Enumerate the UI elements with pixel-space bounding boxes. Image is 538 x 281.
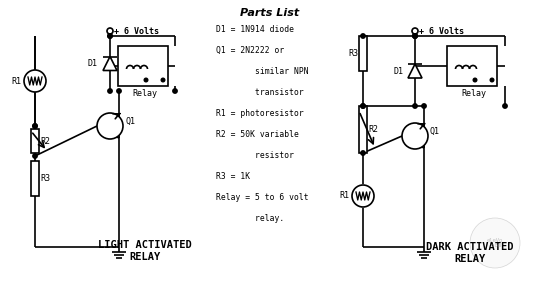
- Circle shape: [117, 89, 121, 93]
- Text: R1: R1: [11, 76, 21, 85]
- Circle shape: [173, 89, 177, 93]
- Circle shape: [361, 34, 365, 38]
- Text: LIGHT ACTIVATED
RELAY: LIGHT ACTIVATED RELAY: [98, 240, 192, 262]
- Text: Q1: Q1: [125, 117, 135, 126]
- Circle shape: [352, 185, 374, 207]
- Text: R2: R2: [40, 137, 50, 146]
- Circle shape: [33, 124, 37, 128]
- Circle shape: [107, 28, 113, 34]
- Text: Q1: Q1: [430, 126, 440, 135]
- Text: Q1 = 2N2222 or: Q1 = 2N2222 or: [216, 46, 284, 55]
- Text: R2 = 50K variable: R2 = 50K variable: [216, 130, 299, 139]
- Circle shape: [108, 34, 112, 38]
- Circle shape: [97, 113, 123, 139]
- Circle shape: [361, 151, 365, 155]
- Circle shape: [412, 28, 418, 34]
- Circle shape: [361, 104, 365, 108]
- Circle shape: [413, 34, 417, 38]
- Text: relay.: relay.: [216, 214, 284, 223]
- Text: Parts List: Parts List: [240, 8, 300, 18]
- Text: resistor: resistor: [216, 151, 294, 160]
- Text: Relay = 5 to 6 volt: Relay = 5 to 6 volt: [216, 193, 309, 202]
- Circle shape: [33, 124, 37, 128]
- Text: transistor: transistor: [216, 88, 304, 97]
- Text: eleVo
.com: eleVo .com: [487, 238, 503, 248]
- Polygon shape: [103, 56, 117, 71]
- Bar: [31, 129, 39, 153]
- Circle shape: [503, 104, 507, 108]
- Text: R3: R3: [40, 174, 50, 183]
- Text: R2: R2: [368, 125, 378, 134]
- Text: D1 = 1N914 diode: D1 = 1N914 diode: [216, 25, 294, 34]
- Bar: [118, 46, 168, 86]
- Bar: [447, 46, 497, 86]
- Text: R3 = 1K: R3 = 1K: [216, 172, 250, 181]
- Circle shape: [33, 154, 37, 158]
- Text: R3: R3: [348, 49, 358, 58]
- Circle shape: [108, 89, 112, 93]
- Circle shape: [24, 70, 46, 92]
- Text: Relay: Relay: [462, 90, 486, 99]
- Circle shape: [108, 34, 112, 38]
- Text: D1: D1: [88, 59, 98, 68]
- Text: Relay: Relay: [132, 90, 158, 99]
- Circle shape: [361, 104, 365, 108]
- Circle shape: [161, 78, 165, 82]
- Text: D1: D1: [393, 67, 403, 76]
- Circle shape: [413, 104, 417, 108]
- Bar: [359, 106, 367, 153]
- Polygon shape: [408, 64, 422, 78]
- Circle shape: [413, 34, 417, 38]
- Circle shape: [490, 78, 494, 82]
- Circle shape: [473, 78, 477, 82]
- Circle shape: [413, 34, 417, 38]
- Bar: [359, 36, 367, 71]
- Text: + 6 Volts: + 6 Volts: [419, 26, 464, 35]
- Text: R1 = photoresistor: R1 = photoresistor: [216, 109, 304, 118]
- Circle shape: [402, 123, 428, 149]
- Text: similar NPN: similar NPN: [216, 67, 309, 76]
- Text: + 6 Volts: + 6 Volts: [114, 26, 159, 35]
- Bar: [31, 161, 39, 196]
- Circle shape: [144, 78, 148, 82]
- Text: R1: R1: [339, 191, 349, 201]
- Circle shape: [470, 218, 520, 268]
- Circle shape: [422, 104, 426, 108]
- Text: DARK ACTIVATED
RELAY: DARK ACTIVATED RELAY: [426, 242, 514, 264]
